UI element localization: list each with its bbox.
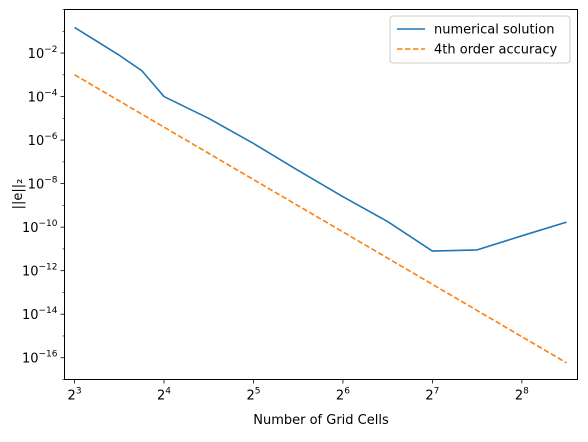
series-line-4th-order-accuracy [74, 74, 567, 364]
y-tick-label: 10−8 [28, 176, 58, 193]
y-tick-label: 10−6 [28, 132, 58, 149]
axes-frame [64, 9, 578, 380]
x-tick-label: 26 [336, 387, 350, 404]
x-tick-label: 24 [157, 387, 171, 404]
y-axis: 10−2 10−4 10−6 10−8 10−10 10−12 10−14 10−16 [22, 9, 65, 380]
legend-frame [389, 15, 571, 64]
y-tick-label: 10−14 [22, 306, 58, 323]
plot-area [74, 26, 567, 364]
x-tick-label: 27 [425, 387, 439, 404]
x-tick-label: 23 [68, 387, 82, 404]
y-tick-label: 10−10 [22, 219, 58, 236]
y-tick-label: 10−16 [22, 350, 58, 367]
legend: numerical solution 4th order accuracy [389, 15, 571, 64]
x-tick-label: 25 [246, 387, 260, 404]
legend-label-4th-order-accuracy: 4th order accuracy [434, 43, 557, 58]
x-axis-label: Number of Grid Cells [253, 413, 389, 428]
x-tick-label: 28 [515, 387, 529, 404]
y-tick-label: 10−2 [28, 45, 58, 62]
series-line-numerical-solution [74, 26, 567, 252]
y-axis-label: ||e||₂ [11, 179, 26, 210]
x-axis: 23 24 25 26 27 28 [68, 379, 529, 404]
y-tick-label: 10−4 [28, 89, 58, 106]
legend-label-numerical-solution: numerical solution [434, 23, 554, 38]
y-tick-label: 10−12 [22, 263, 58, 280]
